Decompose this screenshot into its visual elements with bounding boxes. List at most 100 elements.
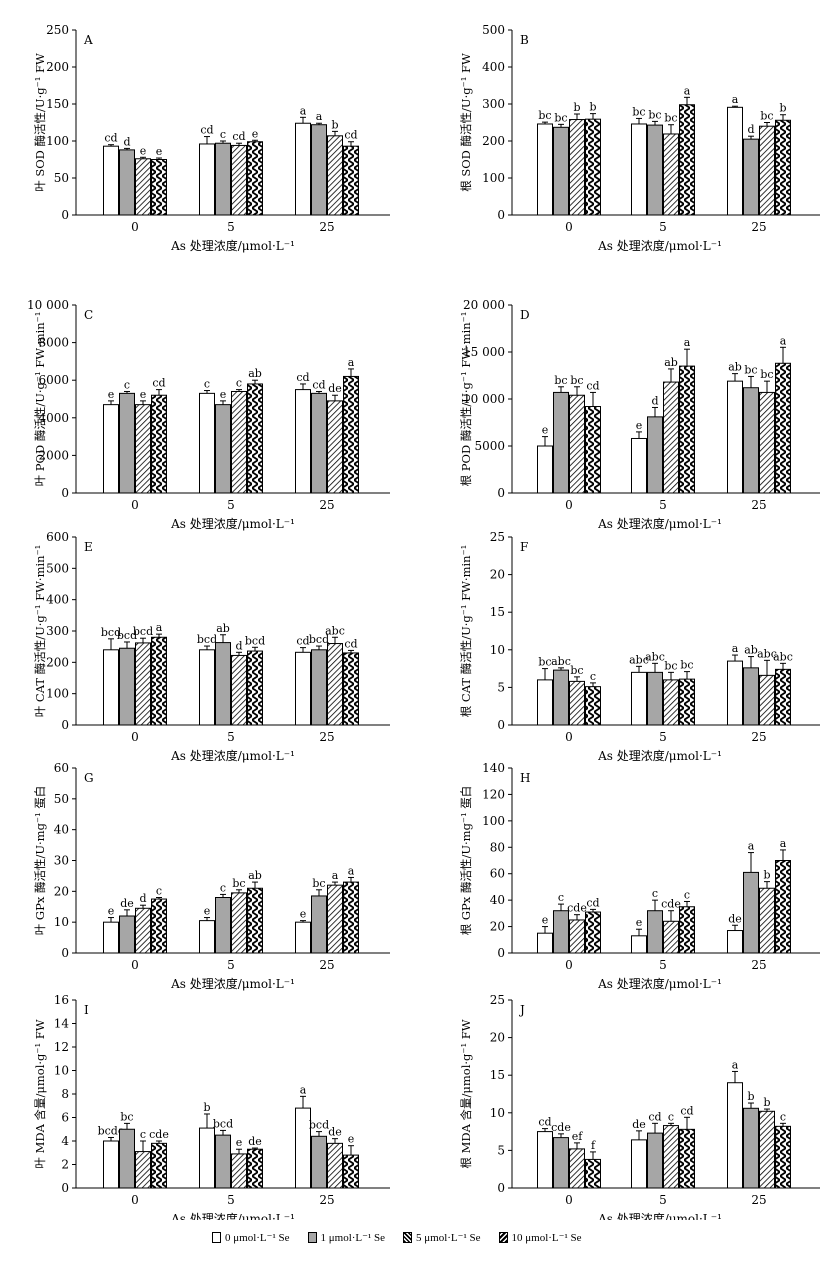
y-tick-label-a: 100 [46, 134, 69, 148]
y-tick-label-d: 5000 [474, 439, 505, 453]
bar-i-se5 [231, 1153, 247, 1189]
bar-a-se0 [199, 143, 215, 216]
significance-letter-c: c [124, 378, 130, 391]
legend-swatch-fine-hatch [403, 1231, 412, 1243]
y-tick-label-d: 0 [497, 486, 505, 500]
panel-label-g: G [84, 771, 94, 785]
bar-b-se10 [775, 119, 791, 216]
y-tick-label-i: 6 [61, 1111, 69, 1125]
panel-label-f: F [520, 540, 528, 554]
x-tick-label-b: 0 [565, 220, 573, 234]
y-tick-label-g: 40 [54, 823, 69, 837]
significance-letter-c: cd [152, 377, 165, 390]
significance-letter-i: bcd [213, 1117, 233, 1130]
significance-letter-d: e [636, 419, 643, 432]
bar-i-se5 [327, 1142, 343, 1189]
y-tick-label-b: 400 [482, 60, 505, 74]
x-axis-label-b: As 处理浓度/μmol·L⁻¹ [597, 238, 722, 253]
legend-label-se1: 1 μmol·L⁻¹ Se [320, 1231, 386, 1244]
y-tick-label-j: 10 [490, 1106, 505, 1120]
x-tick-label-e: 0 [131, 730, 139, 744]
significance-letter-g: ab [248, 869, 262, 882]
bar-a-se1 [311, 124, 327, 216]
x-axis-label-g: As 处理浓度/μmol·L⁻¹ [170, 976, 295, 991]
y-axis-label-c: 叶 POD 酶活性/U·g⁻¹ FW·min⁻¹ [33, 312, 47, 487]
significance-letter-e: abc [325, 624, 345, 637]
y-axis-label-a: 叶 SOD 酶活性/U·g⁻¹ FW [33, 53, 47, 192]
significance-letter-i: e [236, 1136, 243, 1149]
bar-a-se10 [151, 159, 167, 216]
bar-f-se10 [679, 678, 695, 726]
y-tick-label-g: 10 [54, 915, 69, 929]
bar-g-se1 [311, 895, 327, 954]
bar-c-se0 [199, 392, 215, 494]
y-tick-label-i: 0 [61, 1181, 69, 1195]
legend-swatch-gray [307, 1231, 317, 1243]
bar-d-se10 [679, 365, 695, 494]
significance-letter-d: e [542, 424, 549, 437]
bar-j-se5 [569, 1148, 585, 1189]
bar-j-se0 [727, 1082, 743, 1189]
bar-h-se5 [663, 920, 679, 954]
bar-c-se1 [215, 404, 231, 494]
y-tick-label-g: 30 [54, 854, 69, 868]
significance-letter-e: bcd [197, 633, 217, 646]
y-tick-label-a: 150 [46, 97, 69, 111]
significance-letter-e: d [235, 639, 242, 652]
bar-d-se1 [647, 416, 663, 494]
significance-letter-h: c [684, 888, 690, 901]
y-tick-label-c: 2000 [38, 448, 69, 462]
bar-c-se0 [103, 404, 119, 494]
significance-letter-d: ab [664, 356, 678, 369]
y-tick-label-f: 10 [490, 643, 505, 657]
bar-a-se1 [215, 142, 231, 216]
significance-letter-e: bcd [245, 634, 265, 647]
significance-letter-h: a [748, 840, 755, 853]
significance-letter-a: cd [232, 130, 245, 143]
y-tick-label-f: 25 [490, 530, 505, 544]
significance-letter-g: c [156, 885, 162, 898]
bar-c-se0 [295, 389, 311, 494]
bar-g-se10 [151, 898, 167, 954]
significance-letter-i: bcd [309, 1119, 329, 1132]
significance-letter-g: d [139, 892, 146, 905]
significance-letter-i: de [328, 1126, 342, 1139]
significance-letter-f: abc [773, 650, 793, 663]
x-tick-label-e: 5 [227, 730, 235, 744]
legend-item-se1: 1 μmol·L⁻¹ Se [307, 1231, 386, 1244]
x-tick-label-b: 25 [751, 220, 766, 234]
significance-letter-h: e [542, 914, 549, 927]
y-tick-label-g: 0 [61, 946, 69, 960]
x-axis-label-e: As 处理浓度/μmol·L⁻¹ [170, 748, 295, 763]
y-tick-label-c: 4000 [38, 411, 69, 425]
bar-b-se0 [631, 123, 647, 216]
bar-f-se0 [631, 671, 647, 726]
y-axis-label-i: 叶 MDA 含量/μmol·g⁻¹ FW [33, 1019, 47, 1168]
bar-j-se0 [631, 1139, 647, 1189]
bar-h-se1 [743, 871, 759, 954]
legend-label-se5: 5 μmol·L⁻¹ Se [416, 1231, 481, 1244]
significance-letter-a: cd [104, 132, 117, 145]
panel-label-c: C [84, 308, 93, 322]
y-tick-label-h: 120 [482, 787, 505, 801]
y-tick-label-e: 300 [46, 624, 69, 638]
bar-h-se5 [569, 919, 585, 954]
significance-letter-i: de [248, 1135, 262, 1148]
significance-letter-a: d [123, 135, 130, 148]
bar-j-se1 [553, 1137, 569, 1189]
bar-b-se1 [743, 138, 759, 216]
x-axis-label-d: As 处理浓度/μmol·L⁻¹ [597, 516, 722, 531]
bar-a-se1 [119, 149, 135, 216]
x-tick-label-d: 25 [751, 498, 766, 512]
significance-letter-a: e [156, 145, 163, 158]
significance-letter-c: a [348, 356, 355, 369]
y-tick-label-h: 140 [482, 761, 505, 775]
bar-f-se5 [569, 680, 585, 726]
significance-letter-c: c [236, 377, 242, 390]
significance-letter-f: bc [570, 664, 583, 677]
bar-b-se5 [759, 125, 775, 216]
significance-letter-d: a [684, 336, 691, 349]
x-axis-label-j: As 处理浓度/μmol·L⁻¹ [597, 1211, 722, 1220]
significance-letter-e: bcd [133, 625, 153, 638]
significance-letter-g: bc [312, 877, 325, 890]
